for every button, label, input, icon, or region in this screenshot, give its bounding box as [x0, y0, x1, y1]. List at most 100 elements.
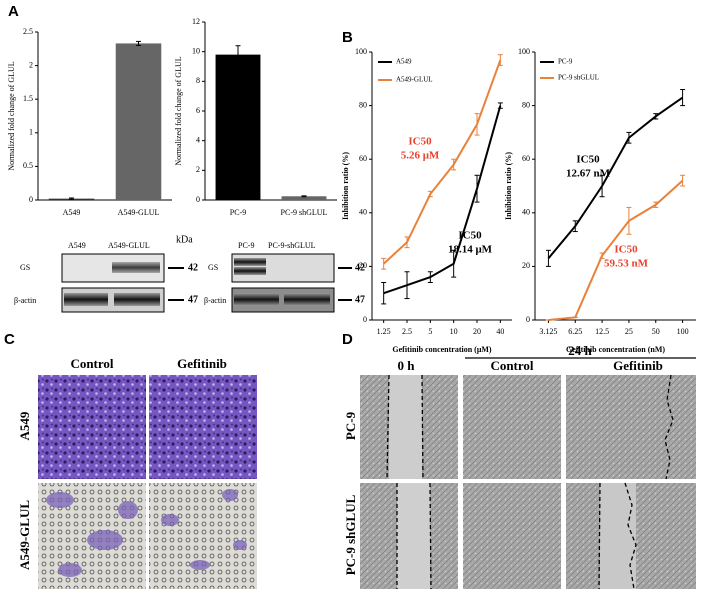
row-label: β-actin [14, 296, 36, 305]
micrograph [566, 375, 696, 479]
error-bar [301, 195, 307, 198]
annotation: 18.14 μM [448, 244, 493, 256]
x-tick-label: 5 [428, 327, 432, 336]
panel-label: D [342, 331, 353, 348]
column-label: Gefitinib [613, 358, 663, 373]
error-bar [474, 174, 480, 203]
x-tick-label: 100 [677, 327, 689, 336]
error-bar [451, 158, 457, 171]
error-bar [474, 113, 480, 136]
micrograph [38, 375, 146, 479]
micrograph [463, 375, 561, 479]
row-label: A549 [17, 411, 32, 440]
error-bar [680, 174, 686, 187]
cell-blobs [46, 489, 247, 577]
row-label: β-actin [204, 296, 226, 305]
x-axis-label: Gefitinib concentration (nM) [566, 345, 665, 354]
error-bar [136, 40, 141, 46]
wound-panel: 24 h 0 h Control Gefitinib PC-9 PC-9 shG… [343, 343, 696, 590]
y-tick-label: 4 [196, 135, 200, 144]
y-tick-label: 60 [522, 154, 530, 163]
lane-label: A549-GLUL [108, 241, 150, 250]
error-bar [427, 271, 433, 283]
y-tick-label: 80 [359, 100, 367, 109]
blot-band [112, 262, 160, 273]
x-tick-label: 25 [625, 327, 633, 336]
lane-label: PC-9 [238, 241, 254, 250]
blot-band [234, 258, 266, 266]
time-label: 24 h [568, 343, 592, 358]
column-label: Control [490, 358, 533, 373]
lane-label: PC-9-shGLUL [268, 241, 316, 250]
row-label: PC-9 [343, 411, 358, 440]
blot-band [284, 293, 330, 306]
y-tick-label: 60 [359, 154, 367, 163]
column-label: Gefitinib [177, 356, 227, 371]
x-tick-label: 40 [496, 327, 504, 336]
series-line [547, 96, 684, 260]
y-tick-label: 10 [192, 46, 200, 55]
y-axis-label: Inhibition ratio (%) [341, 152, 350, 220]
y-tick-label: 20 [522, 261, 530, 270]
bar [115, 43, 162, 201]
annotation: 5.26 μM [401, 150, 440, 162]
error-bar [404, 271, 410, 300]
wound-gap [389, 375, 422, 479]
error-bar [404, 236, 410, 249]
panel-label: B [342, 29, 353, 46]
y-axis-label: Normalized fold change of GLUL [174, 56, 183, 165]
time-label: 0 h [398, 358, 416, 373]
y-tick-label: 2 [196, 165, 200, 174]
blot-band [234, 293, 279, 306]
error-bar [69, 197, 74, 200]
annotation: IC50 [614, 244, 638, 256]
x-tick-label: A549-GLUL [118, 208, 160, 217]
annotation: IC50 [576, 154, 600, 166]
y-tick-label: 100 [518, 47, 530, 56]
column-label: Control [70, 356, 113, 371]
error-bar [653, 201, 659, 208]
x-tick-label: 1.25 [377, 327, 391, 336]
row-label: GS [208, 263, 218, 272]
annotation: 12.67 nM [566, 168, 611, 180]
x-tick-label: 2.5 [402, 327, 412, 336]
lane-label: A549 [68, 241, 86, 250]
series-line [383, 105, 502, 295]
error-bar [381, 257, 387, 270]
annotation: 59.53 nM [604, 258, 649, 270]
error-bar [381, 281, 387, 305]
annotation: IC50 [458, 230, 482, 242]
y-tick-label: 80 [522, 100, 530, 109]
y-tick-label: 0 [29, 195, 33, 204]
y-tick-label: 12 [192, 17, 200, 26]
error-bar [451, 249, 457, 278]
x-tick-label: 20 [473, 327, 481, 336]
micrograph [463, 483, 561, 589]
error-bar [599, 174, 605, 198]
y-axis-label: Inhibition ratio (%) [504, 152, 513, 220]
y-tick-label: 1 [29, 128, 33, 137]
y-tick-label: 40 [522, 208, 530, 217]
y-tick-label: 6 [196, 106, 200, 115]
annotation: IC50 [408, 136, 432, 148]
y-tick-label: 2 [29, 60, 33, 69]
x-tick-label: 12.5 [595, 327, 609, 336]
y-tick-label: 40 [359, 208, 367, 217]
blot-band [114, 293, 160, 306]
panel-label: C [4, 331, 15, 348]
wound-edges [386, 374, 674, 590]
wound-gap [397, 483, 430, 589]
error-bar [626, 131, 632, 144]
x-tick-label: 6.25 [568, 327, 582, 336]
x-tick-label: 50 [652, 327, 660, 336]
x-tick-label: 3.125 [539, 327, 557, 336]
error-bar [653, 113, 659, 120]
row-label: GS [20, 263, 30, 272]
y-tick-label: 0 [196, 195, 200, 204]
y-tick-label: 100 [355, 47, 367, 56]
y-tick-label: 20 [359, 261, 367, 270]
migration-panel: Control Gefitinib A549 A549-GLUL [17, 356, 257, 589]
error-bar [572, 220, 578, 233]
micrograph [149, 483, 257, 589]
